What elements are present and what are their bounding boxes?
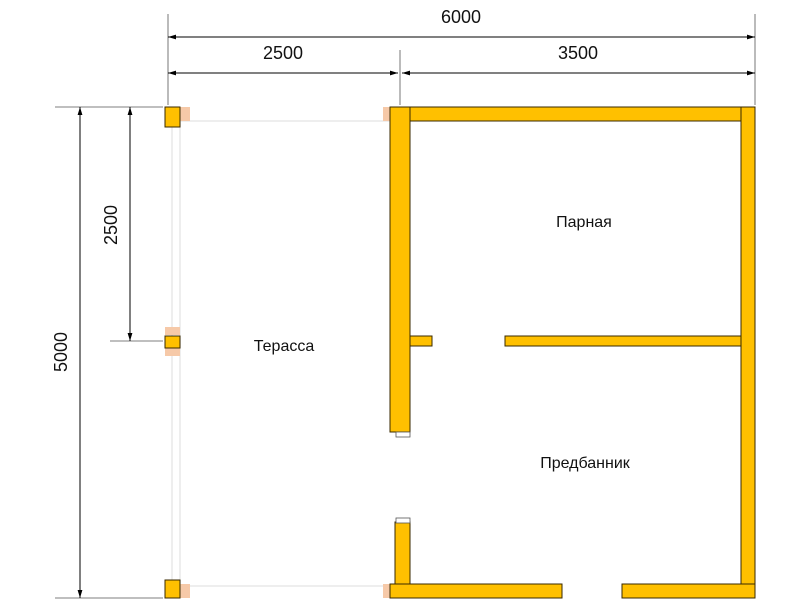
- dimension-label: 2500: [101, 205, 121, 245]
- dimension-label: 2500: [263, 43, 303, 63]
- sauna-walls: [389, 106, 756, 599]
- room-label: Парная: [556, 214, 612, 231]
- dimension-lines: [55, 14, 756, 599]
- dimension-label: 3500: [558, 43, 598, 63]
- dimension-label: 5000: [51, 332, 71, 372]
- dimension-label: 6000: [441, 7, 481, 27]
- room-label: Терасса: [254, 338, 315, 355]
- terrace-outline: [164, 106, 392, 599]
- room-label: Предбанник: [540, 455, 631, 472]
